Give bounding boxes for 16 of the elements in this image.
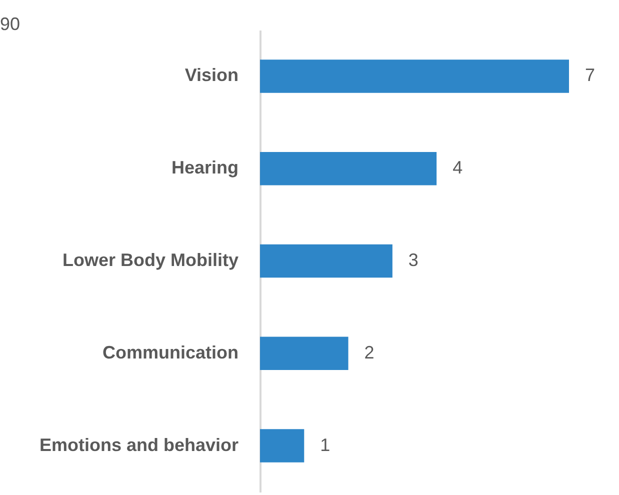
y-tick-label: Emotions and behavior: [39, 434, 238, 455]
bar: [260, 429, 304, 462]
data-label: 3: [408, 250, 418, 270]
y-tick-label: Lower Body Mobility: [62, 250, 238, 270]
data-label: 1: [320, 434, 330, 455]
bar: [260, 60, 569, 93]
y-tick-label: Vision: [184, 65, 238, 86]
data-label: 4: [452, 158, 463, 178]
bar: [260, 336, 348, 370]
bar: [260, 152, 437, 186]
data-label: 7: [585, 65, 596, 86]
data-label: 2: [364, 342, 374, 362]
bar: [260, 244, 392, 278]
y-tick-label: Hearing: [171, 158, 238, 178]
text: 90: [0, 14, 20, 34]
y-tick-label: Communication: [102, 342, 238, 362]
